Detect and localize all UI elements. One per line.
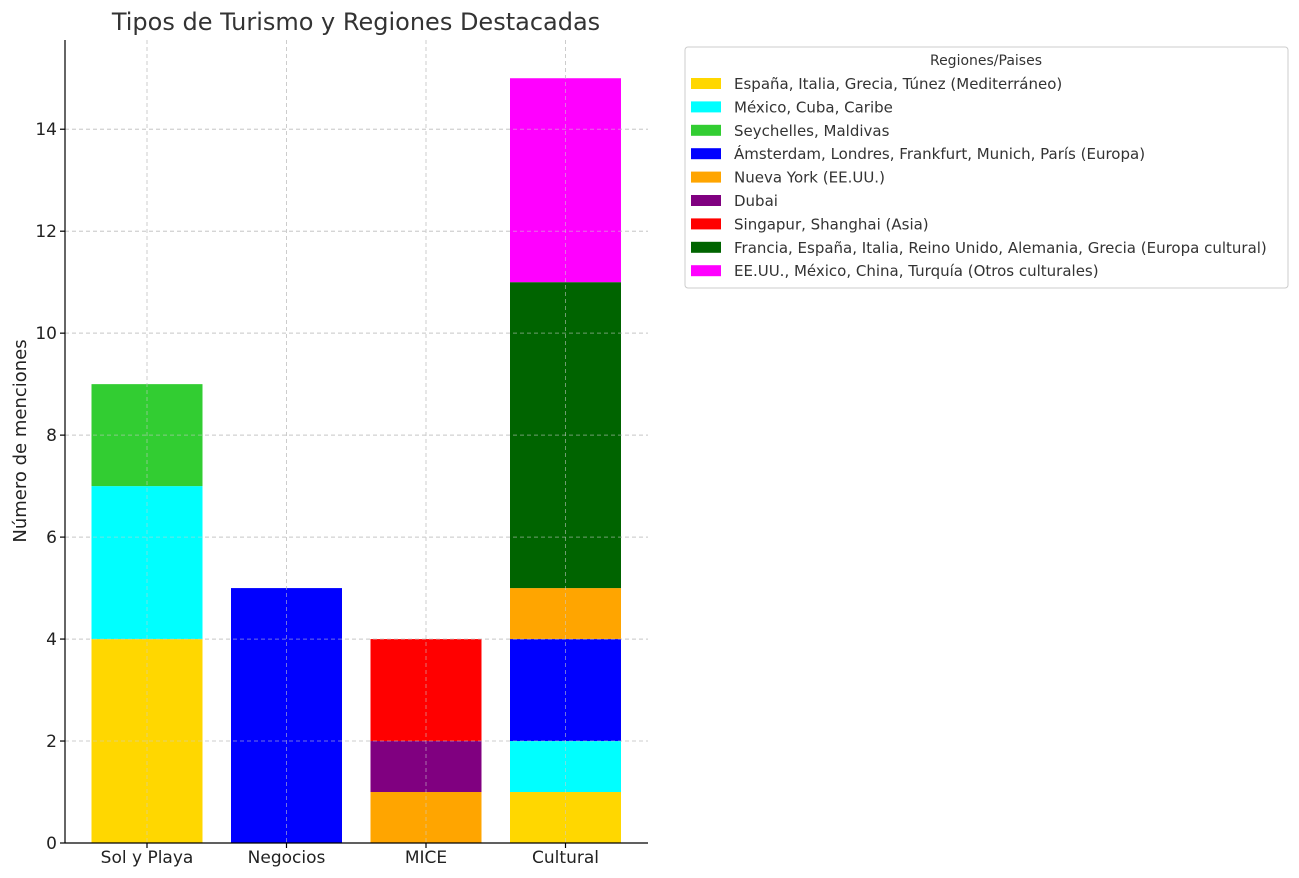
tick-labels: 0 2 4 6 8 10 12 14 Sol y Playa Negocios MICE Cultur…	[35, 120, 599, 868]
x-tick-label: Cultural	[532, 848, 599, 868]
legend-entry: Nueva York (EE.UU.)	[734, 169, 885, 187]
legend-entry: Francia, España, Italia, Reino Unido, Al…	[734, 239, 1267, 257]
legend-swatch	[691, 195, 721, 206]
y-tick-label: 14	[35, 120, 57, 140]
y-tick-label: 2	[46, 732, 57, 752]
legend-entry: Seychelles, Maldivas	[734, 122, 890, 140]
legend: Regiones/Paises España, Italia, Grecia, …	[684, 46, 1289, 289]
y-tick-label: 8	[46, 426, 57, 446]
y-tick-label: 12	[35, 222, 57, 242]
y-axis-label: Número de menciones	[10, 339, 31, 542]
legend-swatch	[691, 101, 721, 113]
x-tick-label: Sol y Playa	[101, 848, 194, 868]
bar-segment	[370, 639, 482, 742]
y-tick-label: 10	[35, 324, 57, 344]
legend-swatch	[691, 241, 721, 253]
legend-title: Regiones/Paises	[930, 53, 1042, 69]
legend-swatch	[691, 148, 721, 160]
legend-entry: EE.UU., México, China, Turquía (Otros cu…	[734, 262, 1099, 280]
legend-swatch	[691, 171, 721, 183]
y-tick-label: 6	[46, 528, 57, 548]
legend-entry: Singapur, Shanghai (Asia)	[734, 215, 929, 233]
bars	[91, 78, 621, 843]
y-tick-label: 0	[46, 834, 57, 854]
legend-entry: Ámsterdam, Londres, Frankfurt, Munich, P…	[734, 144, 1145, 163]
legend-entry: España, Italia, Grecia, Túnez (Mediterrá…	[734, 75, 1062, 93]
legend-entry: México, Cuba, Caribe	[734, 98, 893, 116]
legend-swatch	[691, 124, 721, 136]
legend-swatch	[691, 265, 721, 277]
legend-swatch	[691, 218, 721, 230]
x-tick-label: MICE	[405, 848, 447, 868]
y-tick-label: 4	[46, 630, 57, 650]
legend-entry: Dubai	[734, 192, 778, 210]
legend-frame	[684, 46, 1289, 289]
chart-title: Tipos de Turismo y Regiones Destacadas	[111, 8, 600, 36]
axes	[60, 40, 648, 848]
legend-swatch	[691, 78, 721, 89]
grid-lines-overlay	[65, 40, 648, 843]
x-tick-label: Negocios	[248, 848, 326, 868]
bar-segment	[510, 639, 621, 742]
